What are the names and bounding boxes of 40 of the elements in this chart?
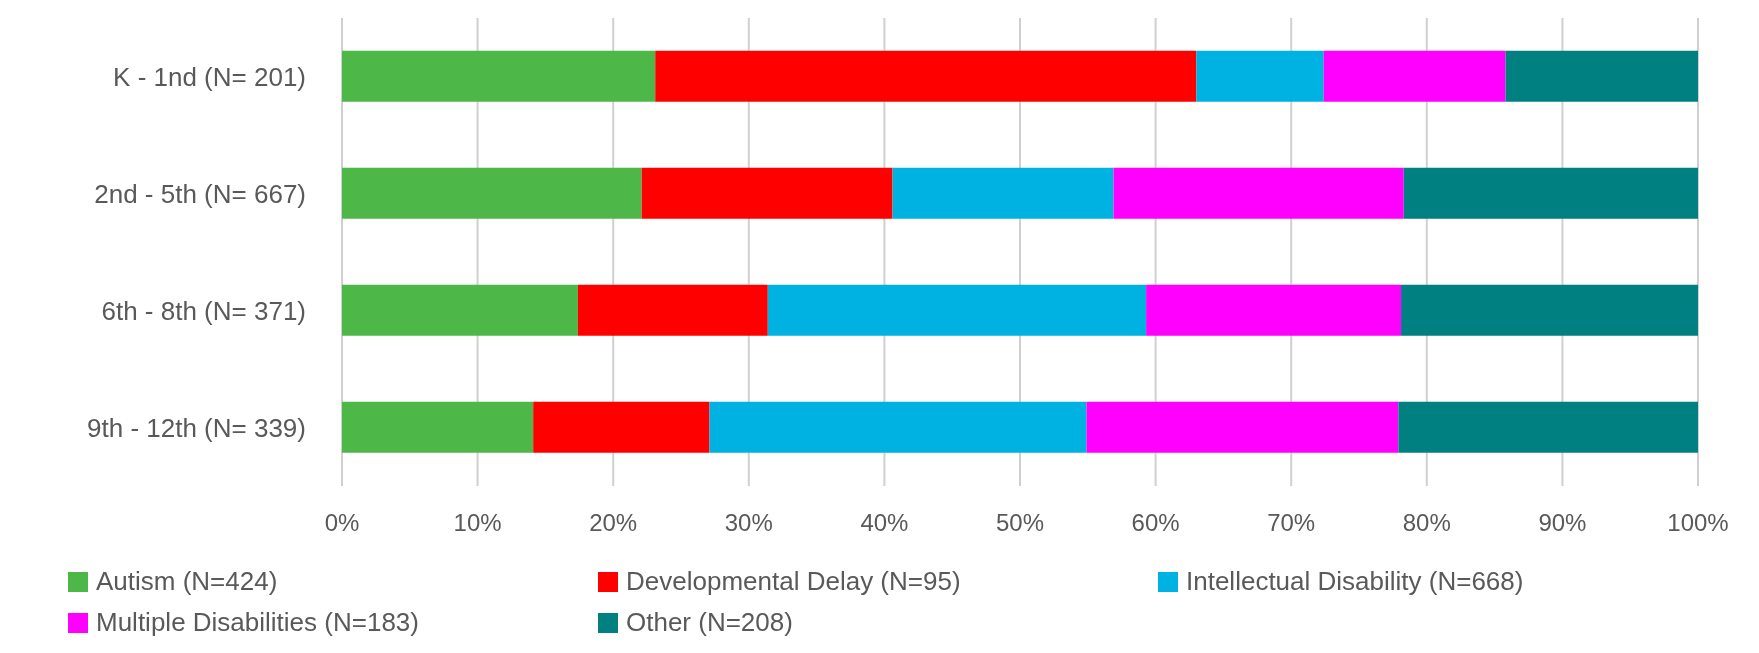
bar bbox=[1196, 50, 1324, 102]
bar bbox=[641, 167, 893, 219]
x-tick-label: 20% bbox=[589, 509, 638, 537]
bar bbox=[342, 284, 578, 336]
legend-label: Developmental Delay (N=95) bbox=[626, 566, 961, 597]
bar bbox=[533, 401, 710, 453]
bar bbox=[1505, 50, 1698, 102]
x-tick-label: 10% bbox=[453, 509, 502, 537]
bar bbox=[892, 167, 1114, 219]
bar bbox=[1401, 284, 1698, 336]
x-tick-label: 0% bbox=[324, 509, 360, 537]
bar bbox=[709, 401, 1087, 453]
y-tick-label: 2nd - 5th (N= 667) bbox=[94, 178, 306, 209]
x-tick-label: 60% bbox=[1131, 509, 1180, 537]
legend-label: Autism (N=424) bbox=[96, 566, 278, 597]
bar bbox=[1323, 50, 1506, 102]
y-tick-label: 6th - 8th (N= 371) bbox=[101, 295, 306, 326]
legend-label: Other (N=208) bbox=[626, 607, 793, 638]
bar bbox=[767, 284, 1147, 336]
x-tick-label: 70% bbox=[1267, 509, 1316, 537]
bar bbox=[655, 50, 1197, 102]
bar bbox=[1398, 401, 1698, 453]
y-tick-label: K - 1nd (N= 201) bbox=[113, 61, 306, 92]
bar bbox=[342, 50, 656, 102]
y-tick-label: 9th - 12th (N= 339) bbox=[87, 412, 306, 443]
x-tick-label: 90% bbox=[1538, 509, 1587, 537]
bar bbox=[1113, 167, 1404, 219]
x-tick-label: 100% bbox=[1667, 509, 1729, 537]
bar bbox=[1146, 284, 1402, 336]
x-tick-label: 40% bbox=[860, 509, 909, 537]
bar bbox=[1086, 401, 1399, 453]
bar bbox=[342, 167, 642, 219]
bar bbox=[1403, 167, 1698, 219]
bar bbox=[342, 401, 534, 453]
x-tick-label: 30% bbox=[724, 509, 773, 537]
x-tick-label: 50% bbox=[995, 509, 1045, 537]
x-tick-label: 80% bbox=[1402, 509, 1451, 537]
legend-label: Intellectual Disability (N=668) bbox=[1186, 566, 1524, 597]
bar bbox=[577, 284, 768, 336]
legend-label: Multiple Disabilities (N=183) bbox=[96, 607, 419, 638]
